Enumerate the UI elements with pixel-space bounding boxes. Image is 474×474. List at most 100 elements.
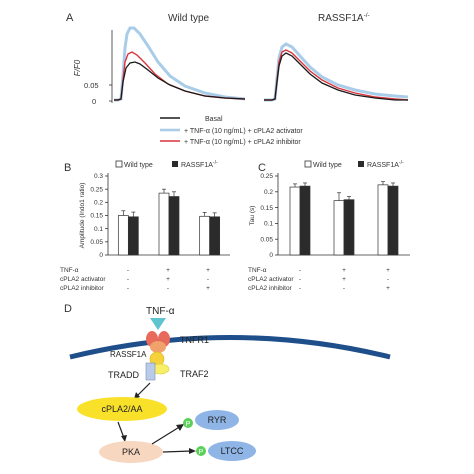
cond-c-mark: + (386, 267, 390, 274)
chart-c-bar (387, 185, 399, 256)
panel-b-legend-wt: Wild type (124, 162, 153, 169)
ryr-phospho-icon (183, 418, 193, 428)
panel-a-tick-label-005: 0.05 (84, 81, 99, 90)
wt-trace-inhibitor (114, 51, 246, 101)
panel-d-label: D (64, 303, 72, 315)
ltcc-label: LTCC (221, 446, 244, 456)
legend-inhibitor-label: + TNF-α (10 ng/mL) + cPLA2 inhibitor (184, 139, 301, 146)
wt-trace-basal (114, 61, 246, 101)
chart-b-bar (158, 192, 170, 256)
cell-membrane (69, 335, 391, 360)
legend-basal-label: Basal (205, 116, 223, 123)
condition-table-c: TNF-α - + +cPLA2 activator - + -cPLA2 inhibito… (248, 267, 390, 292)
ryr-phospho-label: P (186, 421, 191, 428)
cpla2-aa-node (77, 397, 167, 421)
panel-a-left-title: Wild type (168, 13, 210, 24)
chart-c-bar (333, 200, 345, 256)
cond-b-row-label: cPLA2 inhibitor (60, 285, 105, 292)
tradd-label: TRADD (108, 370, 139, 380)
panel-b-label: B (64, 162, 71, 174)
panel-a-tick-label-0: 0 (92, 97, 96, 106)
arrow-head-cpla2-pka (121, 435, 127, 442)
cond-c-mark: + (342, 276, 346, 283)
panel-b-legend-wt-swatch (115, 160, 123, 168)
cond-c-mark: - (299, 285, 301, 292)
cond-c-mark: + (386, 285, 390, 292)
chart-b-bar (127, 216, 139, 256)
cond-b-row-label: TNF-α (60, 267, 79, 274)
chart-b-ylabel: Amplitude (Indo1 ratio) (79, 183, 86, 249)
panel-a-right-title: RASSF1A-/- (318, 12, 370, 24)
ko-traces (264, 42, 409, 102)
cond-c-mark: - (299, 276, 301, 283)
chart-b-ytick-label: 0.1 (94, 226, 103, 233)
condition-table-b: TNF-α - + + cPLA2 activator - + - cPLA2 inhibito… (60, 267, 210, 292)
chart-b-bar (209, 216, 221, 256)
chart-c-ytick-label: 0.15 (260, 205, 273, 212)
tnf-alpha-label: TNF-α (146, 306, 175, 317)
tnfr1-core (150, 341, 166, 353)
arrow-tradd-cpla2 (137, 382, 151, 396)
chart-b-ytick-label: 0.15 (90, 213, 103, 220)
ko-trace-basal (264, 52, 408, 101)
chart-b-bar (199, 215, 211, 256)
chart-b-ytick-label: 0.05 (90, 239, 103, 246)
chart-c-bar (377, 184, 389, 256)
cond-c-row-label: TNF-α (248, 267, 267, 274)
ltcc-phospho-label: P (199, 449, 204, 456)
cond-b-mark: + (166, 267, 170, 274)
tradd-protein (145, 362, 156, 381)
cond-c-row-label: cPLA2 inhibitor (248, 285, 293, 292)
arrow-pka-ryr (151, 425, 182, 445)
ltcc-node (208, 441, 256, 461)
chart-b-ytick-label: 0 (99, 252, 103, 259)
ryr-label: RYR (208, 415, 227, 425)
pka-label: PKA (122, 447, 140, 457)
arrow-cpla2-pka (117, 421, 125, 439)
chart-b-ytick-label: 0.3 (94, 173, 103, 180)
legend-activator-label: + TNF-α (10 ng/mL) + cPLA2 activator (184, 128, 303, 135)
cond-b-mark: - (127, 267, 129, 274)
arrow-head-pka-ltcc (189, 448, 196, 454)
traf2-label: TRAF2 (180, 369, 209, 379)
chart-c-ylabel: Tau (s) (249, 206, 256, 226)
tnfr1-label: TNFR1 (180, 335, 209, 345)
chart-c-ytick-label: 0.25 (260, 173, 273, 180)
pka-node (99, 441, 163, 463)
cond-c-row-label: cPLA2 activator (248, 276, 294, 283)
panel-c-legend-ko: RASSF1A-/- (367, 160, 404, 169)
rassf1a-label: RASSF1A (110, 350, 147, 359)
chart-c-bar (289, 186, 301, 256)
wt-traces (114, 26, 246, 102)
ryr-node (195, 410, 239, 430)
arrow-pka-ltcc (162, 450, 193, 453)
chart-b-bar (117, 215, 129, 256)
chart-b-ytick-label: 0.2 (94, 200, 103, 207)
panel-b-legend-ko: RASSF1A-/- (181, 160, 218, 169)
panel-a-legend: Basal + TNF-α (10 ng/mL) + cPLA2 activat… (160, 116, 303, 146)
ko-trace-activator (264, 42, 409, 102)
cond-c-mark: + (342, 267, 346, 274)
cond-b-mark: + (206, 285, 210, 292)
arrow-head-pka-ryr (176, 424, 184, 431)
tnf-alpha-ligand-icon (150, 318, 166, 330)
panel-c-legend-wt-swatch (304, 160, 312, 168)
panel-c-legend-ko-swatch (358, 161, 364, 167)
cond-c-mark: - (343, 285, 345, 292)
chart-b-ytick-label: 0.25 (90, 186, 103, 193)
cond-b-mark: - (207, 276, 209, 283)
cond-b-mark: + (206, 267, 210, 274)
cond-b-mark: - (167, 285, 169, 292)
cond-c-mark: - (299, 267, 301, 274)
cond-b-row-label: cPLA2 activator (60, 276, 106, 283)
cpla2-aa-label: cPLA2/AA (101, 404, 142, 414)
chart-b-bar (168, 196, 180, 256)
chart-c-bar (299, 185, 311, 256)
cond-b-mark: + (166, 276, 170, 283)
panel-a-ylabel: F/F0 (73, 59, 82, 76)
panel-a-label: A (66, 12, 74, 24)
ko-trace-inhibitor (264, 49, 409, 101)
panel-c-legend-wt: Wild type (313, 162, 342, 169)
chart-c-ytick-label: 0.1 (264, 221, 273, 228)
